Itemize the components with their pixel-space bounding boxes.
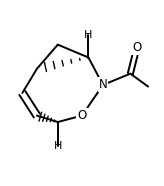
Text: H: H bbox=[54, 141, 62, 151]
Text: O: O bbox=[77, 109, 87, 122]
Text: H: H bbox=[84, 30, 93, 40]
Text: O: O bbox=[132, 41, 141, 54]
Text: N: N bbox=[99, 78, 107, 92]
